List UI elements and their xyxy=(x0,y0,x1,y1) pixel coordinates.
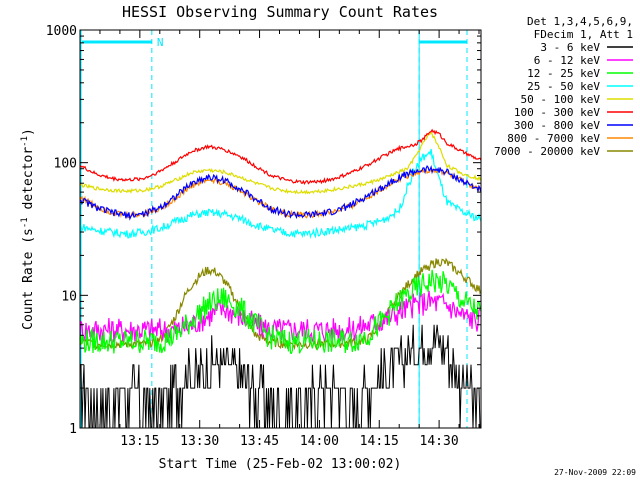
y-tick-label: 1000 xyxy=(46,24,77,39)
legend-label-6-12-kev: 6 - 12 keV xyxy=(534,54,601,67)
x-tick-label: 14:30 xyxy=(420,434,459,449)
series-line-6-12-kev xyxy=(79,290,482,343)
x-axis-ticks: 13:15 13:30 13:45 14:00 14:15 14:30 xyxy=(79,30,480,449)
x-axis-label: Start Time (25-Feb-02 13:00:02) xyxy=(159,457,402,472)
y-axis-label-sup2: -1 xyxy=(20,136,30,147)
series-line-50-100-kev xyxy=(79,130,482,195)
y-tick-label: 1 xyxy=(69,422,77,437)
render-timestamp: 27-Nov-2009 22:09 xyxy=(554,468,636,477)
y-tick-label: 100 xyxy=(54,157,77,172)
plot-frame xyxy=(79,29,482,429)
legend-label-300-800-kev: 300 - 800 keV xyxy=(514,119,600,132)
legend-label-3-6-kev: 3 - 6 keV xyxy=(540,41,600,54)
y-tick-label: 10 xyxy=(61,289,77,304)
y-axis-label-end: ) xyxy=(21,128,36,136)
legend-label-25-50-kev: 25 - 50 keV xyxy=(527,80,600,93)
legend-label-100-300-kev: 100 - 300 keV xyxy=(514,106,600,119)
series-line-100-300-kev xyxy=(79,128,482,185)
y-axis-label: Count Rate (s-1 detector-1) xyxy=(20,128,36,330)
series-layer xyxy=(79,128,482,429)
legend-header-1: Det 1,3,4,5,6,9, xyxy=(527,15,633,28)
legend-label-12-25-kev: 12 - 25 keV xyxy=(527,67,600,80)
annotation-label-1: N xyxy=(157,36,164,49)
legend-label-7000-20000-kev: 7000 - 20000 keV xyxy=(494,145,600,158)
legend-label-50-100-kev: 50 - 100 keV xyxy=(521,93,601,106)
legend-header-2: FDecim 1, Att 1 xyxy=(534,28,633,41)
x-tick-label: 14:00 xyxy=(300,434,339,449)
y-axis-label-mid: detector xyxy=(21,147,36,218)
series-line-12-25-kev xyxy=(79,269,482,354)
x-tick-label: 13:45 xyxy=(240,434,279,449)
x-tick-label: 13:15 xyxy=(120,434,159,449)
y-axis-label-sup1: -1 xyxy=(20,217,30,228)
y-axis-label-main: Count Rate (s xyxy=(21,228,36,330)
x-tick-label: 14:15 xyxy=(360,434,399,449)
series-line-300-800-kev xyxy=(79,164,482,221)
chart-title: HESSI Observing Summary Count Rates xyxy=(122,3,438,21)
series-line-25-50-kev xyxy=(79,148,482,239)
legend-label-800-7000-kev: 800 - 7000 keV xyxy=(507,132,600,145)
x-tick-label: 13:30 xyxy=(180,434,219,449)
y-axis-ticks: 1 10 100 1000 xyxy=(46,24,481,437)
